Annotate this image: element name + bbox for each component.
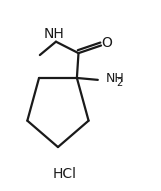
Text: NH: NH	[44, 27, 65, 41]
Text: O: O	[101, 36, 112, 50]
Text: HCl: HCl	[52, 167, 76, 181]
Text: 2: 2	[116, 78, 123, 88]
Text: NH: NH	[106, 72, 125, 85]
